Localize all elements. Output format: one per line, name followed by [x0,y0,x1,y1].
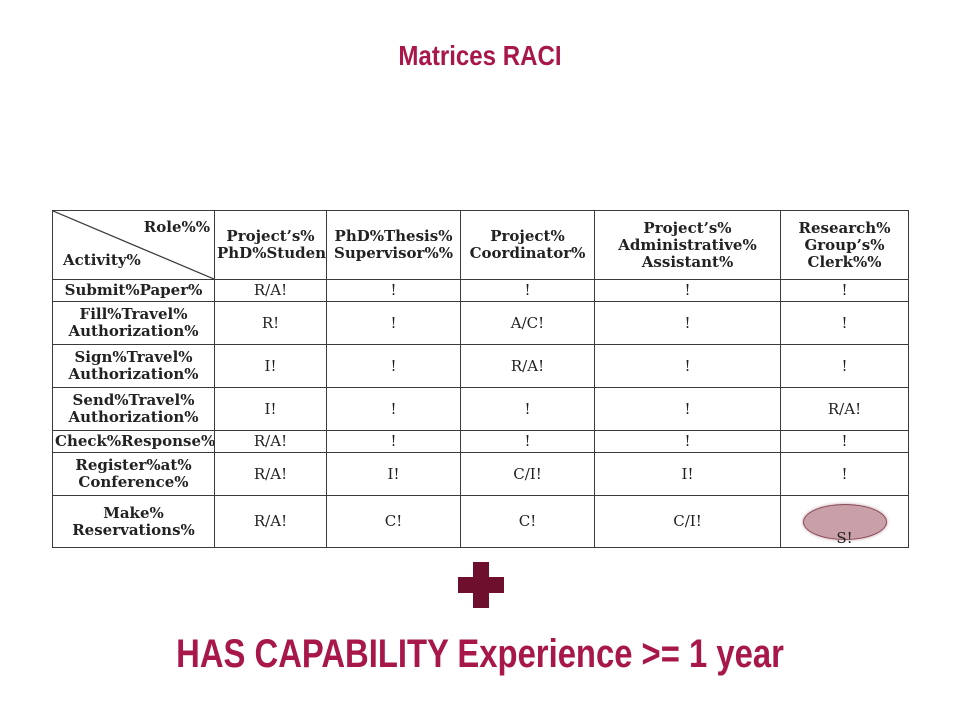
raci-cell: R/A! [214,452,327,496]
table-corner-cell: Role%% Activity% [52,210,215,280]
activity-cell: Register%at% Conference% [52,452,215,496]
column-header: PhD%Thesis% Supervisor%% [326,210,461,280]
raci-cell: I! [594,452,781,496]
raci-cell: ! [780,279,909,302]
raci-cell: C/I! [594,495,781,548]
raci-cell: R! [214,301,327,345]
table-row: Make% Reservations% R/A! C! C! C/I! S! [52,495,909,548]
raci-cell: R/A! [780,387,909,431]
raci-cell: ! [780,430,909,453]
raci-cell: ! [460,430,595,453]
corner-activity-label: Activity% [63,251,141,269]
raci-cell: ! [594,387,781,431]
table-header-row: Role%% Activity% Project’s% PhD%Student%… [52,210,909,280]
activity-cell: Submit%Paper% [52,279,215,302]
raci-cell: R/A! [214,430,327,453]
raci-cell: ! [326,387,461,431]
raci-cell: C! [460,495,595,548]
table-row: Submit%Paper% R/A! ! ! ! ! [52,279,909,302]
plus-icon-horizontal-bar [458,577,504,593]
raci-cell: I! [214,387,327,431]
raci-cell: ! [780,301,909,345]
table-row: Check%Response% R/A! ! ! ! ! [52,430,909,453]
raci-cell: ! [326,430,461,453]
raci-cell: C/I! [460,452,595,496]
raci-cell: ! [460,279,595,302]
raci-cell: ! [326,279,461,302]
capability-tagline: HAS CAPABILITY Experience >= 1 year [176,632,784,676]
raci-cell: ! [594,279,781,302]
activity-cell: Fill%Travel% Authorization% [52,301,215,345]
column-header: Project% Coordinator% [460,210,595,280]
raci-cell: A/C! [460,301,595,345]
column-header: Research% Group’s% Clerk%% [780,210,909,280]
activity-cell: Send%Travel% Authorization% [52,387,215,431]
raci-cell: ! [594,301,781,345]
raci-matrix-table: Role%% Activity% Project’s% PhD%Student%… [52,210,909,548]
raci-cell: ! [594,344,781,388]
raci-cell: C! [326,495,461,548]
highlighted-raci-cell: S! [780,495,909,548]
raci-cell-value: S! [836,529,853,547]
raci-cell: ! [780,452,909,496]
raci-cell: R/A! [214,495,327,548]
corner-role-label: Role%% [143,218,210,236]
column-header: Project’s% PhD%Student% [214,210,327,280]
raci-cell: R/A! [214,279,327,302]
activity-cell: Make% Reservations% [52,495,215,548]
table-row: Register%at% Conference% R/A! I! C/I! I!… [52,452,909,496]
diagonal-divider [53,211,214,279]
raci-cell: I! [326,452,461,496]
table-row: Send%Travel% Authorization% I! ! ! ! R/A… [52,387,909,431]
raci-cell: R/A! [460,344,595,388]
raci-cell: ! [780,344,909,388]
activity-cell: Sign%Travel% Authorization% [52,344,215,388]
raci-cell: ! [594,430,781,453]
table-row: Fill%Travel% Authorization% R! ! A/C! ! … [52,301,909,345]
highlight-oval [802,503,887,540]
column-header: Project’s% Administrative% Assistant% [594,210,781,280]
plus-icon [458,562,504,608]
raci-cell: ! [326,344,461,388]
table-row: Sign%Travel% Authorization% I! ! R/A! ! … [52,344,909,388]
raci-cell: ! [326,301,461,345]
slide-title: Matrices RACI [398,40,562,71]
raci-cell: ! [460,387,595,431]
raci-cell: I! [214,344,327,388]
activity-cell: Check%Response% [52,430,215,453]
